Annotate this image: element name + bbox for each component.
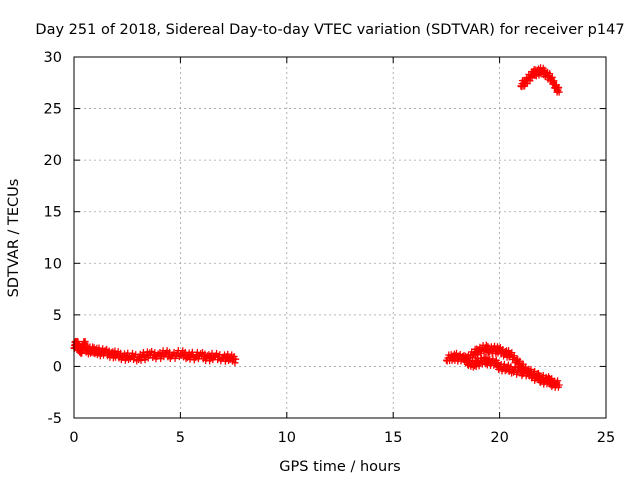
data-point xyxy=(516,364,524,372)
y-tick-label: 0 xyxy=(53,359,62,375)
y-tick-label: 30 xyxy=(44,50,62,66)
data-point xyxy=(232,355,240,363)
y-tick-label: 15 xyxy=(44,205,62,221)
data-points xyxy=(70,64,563,391)
data-point xyxy=(494,359,502,367)
data-point xyxy=(539,371,547,379)
data-point xyxy=(550,379,558,387)
x-axis-label: GPS time / hours xyxy=(279,459,400,475)
data-point xyxy=(551,378,559,386)
data-point xyxy=(500,360,508,368)
data-point xyxy=(482,341,490,349)
x-tick-label: 5 xyxy=(176,430,185,446)
data-point xyxy=(548,375,556,383)
data-point xyxy=(213,349,221,357)
data-point xyxy=(555,88,563,96)
y-tick-label: 20 xyxy=(44,153,62,169)
data-point xyxy=(550,77,558,85)
data-point xyxy=(510,352,518,360)
data-point xyxy=(148,347,156,355)
grid-lines xyxy=(74,57,606,418)
plot-area-frame xyxy=(73,56,607,419)
chart-title: Day 251 of 2018, Sidereal Day-to-day VTE… xyxy=(35,22,624,38)
data-point xyxy=(129,349,137,357)
y-tick-label: 10 xyxy=(44,256,62,272)
data-point xyxy=(231,359,239,367)
y-tick-label: 25 xyxy=(44,102,62,118)
x-tick-label: 25 xyxy=(597,430,615,446)
x-tick-label: 15 xyxy=(384,430,402,446)
y-tick-label: -5 xyxy=(48,411,62,427)
x-tick-label: 0 xyxy=(69,430,78,446)
data-point xyxy=(489,355,497,363)
x-tick-label: 20 xyxy=(490,430,508,446)
data-point xyxy=(548,73,556,81)
y-tick-label: 5 xyxy=(53,308,62,324)
data-point xyxy=(516,357,524,365)
x-tick-label: 10 xyxy=(278,430,296,446)
data-point xyxy=(546,70,554,78)
y-axis-label: SDTVAR / TECUs xyxy=(6,179,22,298)
data-point xyxy=(555,381,563,389)
axis-tick-labels: 0 5 10 15 20 25 -5 0 5 10 15 20 25 30 xyxy=(44,50,616,446)
